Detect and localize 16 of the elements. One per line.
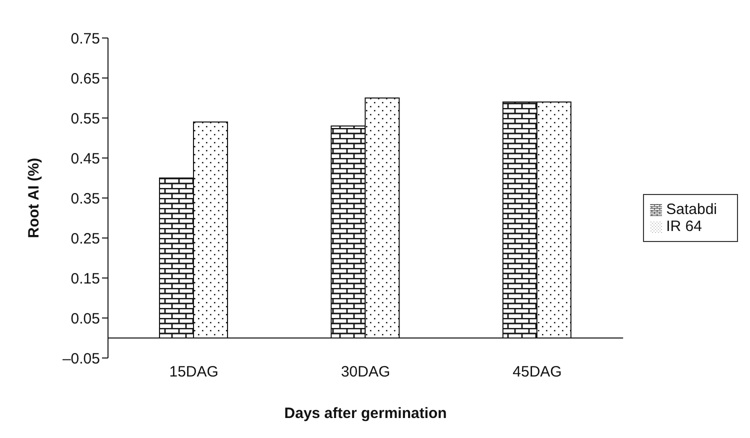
x-axis-title: Days after germination xyxy=(284,405,447,422)
y-tick-label: 0.75 xyxy=(70,30,100,48)
y-tick-label: 0.65 xyxy=(70,70,100,88)
y-tick-label: 0.05 xyxy=(70,310,100,328)
x-tick-label: 15DAG xyxy=(169,364,218,381)
legend-label: IR 64 xyxy=(666,218,702,235)
y-axis-title: Root AI (%) xyxy=(25,158,42,238)
y-tick-label: 0.45 xyxy=(70,150,100,168)
y-tick-label: 0.25 xyxy=(70,230,100,248)
y-tick-label: 0.15 xyxy=(70,270,100,288)
legend-label: Satabdi xyxy=(666,201,717,218)
y-tick-label: –0.05 xyxy=(62,350,100,368)
y-tick-label: 0.35 xyxy=(70,190,100,208)
x-tick-label: 30DAG xyxy=(340,364,390,381)
x-tick-label: 45DAG xyxy=(512,364,562,381)
y-tick-label: 0.55 xyxy=(70,110,100,128)
